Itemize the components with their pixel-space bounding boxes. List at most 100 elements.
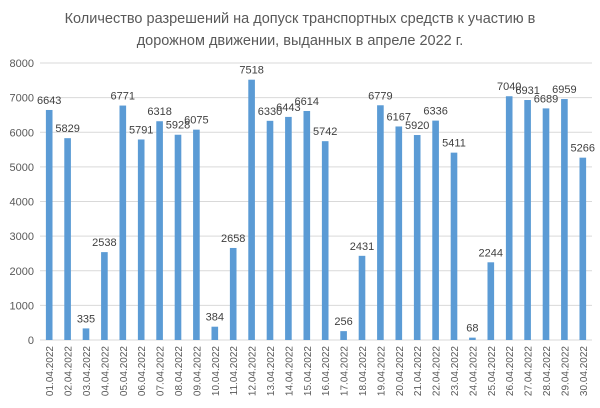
bar [211,326,219,340]
y-tick-label: 3000 [10,231,34,243]
bar [469,337,476,340]
data-label: 6167 [387,111,411,123]
data-label: 6771 [111,91,135,103]
x-tick-label: 27.04.2022 [524,346,535,396]
bar [450,152,458,340]
y-tick-label: 4000 [10,197,34,209]
x-tick-label: 20.04.2022 [395,346,406,396]
bar [432,120,439,340]
bar [119,105,127,340]
data-label: 5411 [442,138,466,150]
grid-lines [40,62,592,341]
data-label: 5266 [571,143,595,155]
x-tick-label: 11.04.2022 [229,346,240,396]
x-tick-label: 28.04.2022 [542,346,553,396]
data-label: 6614 [295,96,319,108]
bar [303,110,311,340]
x-tick-label: 05.04.2022 [119,346,130,396]
bar [82,328,90,340]
x-tick-label: 10.04.2022 [211,346,222,396]
x-tick-label: 18.04.2022 [358,346,369,396]
bar [542,108,550,340]
x-tick-label: 17.04.2022 [340,346,351,396]
y-tick-label: 5000 [10,162,34,174]
data-label: 6779 [368,90,392,102]
data-label: 6689 [534,93,558,105]
bar [285,116,292,340]
data-label: 2658 [221,233,245,245]
data-label: 5928 [166,120,190,132]
chart-title-line-2: дорожном движении, выданных в апреле 202… [136,33,464,49]
bar [377,105,384,340]
bar [487,262,495,340]
data-label: 5829 [55,123,79,135]
x-tick-label: 04.04.2022 [100,346,111,396]
x-tick-label: 16.04.2022 [321,346,332,396]
bar [413,135,421,340]
bar [395,126,403,341]
x-tick-label: 22.04.2022 [432,346,443,396]
data-label: 6075 [184,115,208,127]
x-tick-label: 09.04.2022 [192,346,203,396]
bar [174,134,182,340]
data-label: 6931 [515,85,539,97]
bar [340,331,347,340]
y-tick-label: 1000 [10,300,34,312]
data-label: 384 [206,312,224,324]
y-tick-label: 6000 [10,127,34,139]
bar [229,247,237,340]
x-tick-label: 29.04.2022 [560,346,571,396]
chart-title: Количество разрешений на допуск транспор… [0,8,600,52]
data-label: 5920 [405,120,429,132]
data-label: 6443 [276,102,300,114]
data-label: 335 [77,313,95,325]
bar [45,109,53,341]
data-label: 2431 [350,241,374,253]
x-tick-label: 24.04.2022 [468,346,479,396]
x-tick-label: 23.04.2022 [450,346,461,396]
x-tick-label: 07.04.2022 [156,346,167,396]
x-tick-label: 03.04.2022 [82,346,93,396]
x-tick-label: 12.04.2022 [248,346,259,396]
bar [248,79,255,341]
x-tick-label: 30.04.2022 [579,346,590,396]
bar [266,120,274,340]
bar [358,255,366,340]
y-tick-label: 2000 [10,266,34,278]
x-tick-label: 02.04.2022 [64,346,75,396]
x-tick-label: 19.04.2022 [376,346,387,396]
bar [64,138,71,340]
bar [193,129,200,340]
bar [137,139,145,340]
y-tick-label: 8000 [10,58,34,70]
y-tick-label: 0 [28,335,34,347]
x-tick-label: 21.04.2022 [413,346,424,396]
bar [321,141,329,340]
data-label: 6959 [552,84,576,96]
x-tick-label: 01.04.2022 [45,346,56,396]
x-tick-label: 13.04.2022 [266,346,277,396]
data-label: 68 [466,323,478,335]
bar [579,157,587,340]
bar [101,252,108,340]
data-label: 6643 [37,95,61,107]
data-label: 6336 [423,106,447,118]
data-label: 6330 [258,106,282,118]
bar [561,99,568,341]
bar [524,100,531,340]
data-label: 7518 [239,65,263,77]
y-axis-tick-labels: 0 1000 2000 3000 4000 5000 6000 7000 8000 [10,58,34,347]
data-label: 256 [334,316,352,328]
data-label: 5742 [313,126,337,138]
data-label: 7040 [497,81,521,93]
data-label: 5791 [129,124,153,136]
bars [45,79,587,341]
x-tick-label: 26.04.2022 [505,346,516,396]
y-tick-label: 7000 [10,93,34,105]
x-tick-label: 08.04.2022 [174,346,185,396]
bar [505,96,513,341]
x-tick-label: 25.04.2022 [487,346,498,396]
x-tick-label: 15.04.2022 [303,346,314,396]
